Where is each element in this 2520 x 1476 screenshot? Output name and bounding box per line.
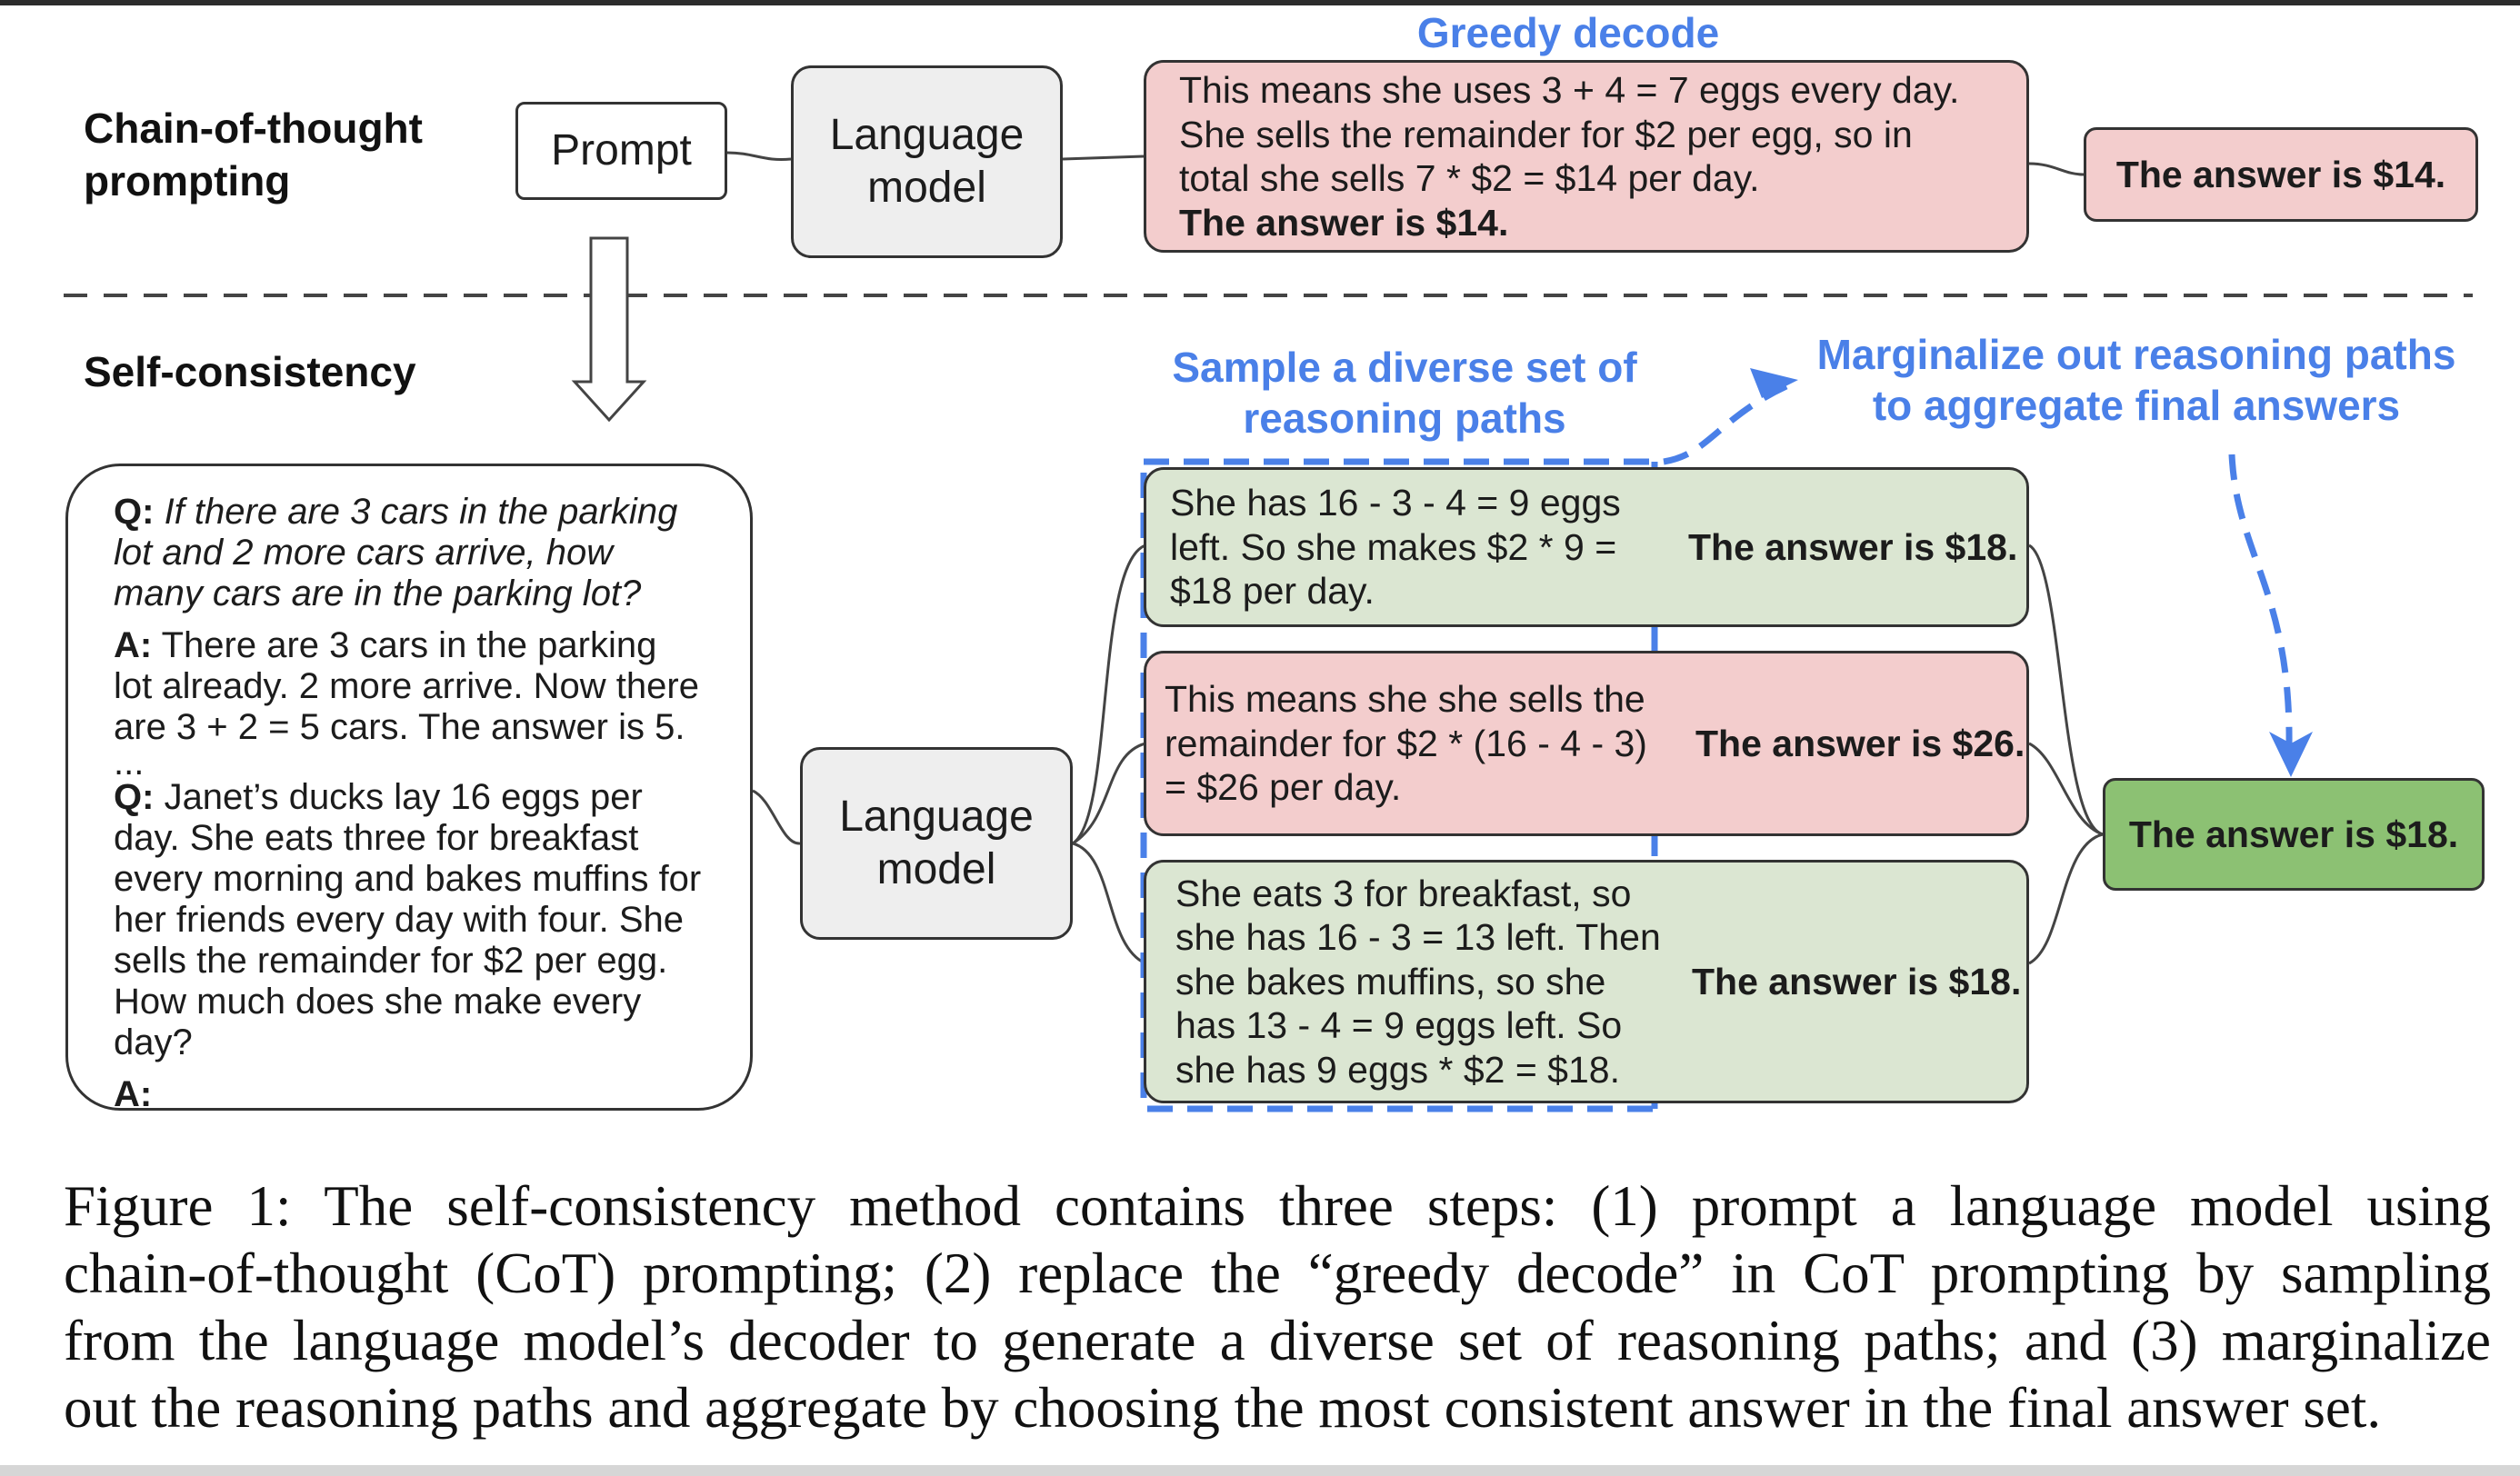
path-2-answer: The answer is $26. [1695, 723, 2025, 764]
sample-label: Sample a diverse set of reasoning paths [1141, 342, 1668, 444]
q1-text: If there are 3 cars in the parking lot a… [114, 492, 678, 613]
path-1-box: She has 16 - 3 - 4 = 9 eggs left. So she… [1144, 467, 2029, 627]
path-3-line-4: has 13 - 4 = 9 eggs left. So [1175, 1004, 1623, 1047]
path-3-line-2: she has 16 - 3 = 13 left. Then [1175, 916, 1661, 959]
path-1-line-1: She has 16 - 3 - 4 = 9 eggs [1170, 482, 1621, 524]
cot-lm-line2: model [867, 164, 986, 212]
greedy-answer-line: The answer is $14. [1179, 201, 1509, 244]
a1-label: A: [114, 625, 153, 665]
cot-heading-line2: prompting [84, 157, 291, 204]
path-1-line-2: left. So she makes $2 * 9 = [1170, 525, 1617, 568]
marginalize-label-line1: Marginalize out reasoning paths [1816, 331, 2456, 378]
a1-paragraph: A: There are 3 cars in the parking lot a… [114, 625, 705, 748]
figure-caption: Figure 1: The self-consistency method co… [64, 1172, 2491, 1441]
prompt-to-lm-line [726, 151, 792, 162]
sc-lm-line2: model [876, 845, 996, 893]
path-3-line-5: she has 9 eggs * $2 = $18. [1175, 1048, 1620, 1091]
cot-answer-box: The answer is $14. [2084, 127, 2478, 222]
final-answer-box: The answer is $18. [2103, 778, 2485, 891]
lm-to-greedy-line [1062, 155, 1145, 161]
question-to-lm-line [752, 789, 801, 845]
sample-label-line1: Sample a diverse set of [1172, 344, 1637, 391]
caption-line-2: chain-of-thought (CoT) prompting; (2) re… [64, 1242, 2491, 1305]
a2-label: A: [114, 1074, 153, 1114]
a1-text: There are 3 cars in the parking lot alre… [114, 625, 699, 747]
path-3-line-3: she bakes muffins, so she [1175, 960, 1606, 1002]
greedy-decode-label: Greedy decode [1416, 9, 1720, 56]
marginalize-arrow-curve [2228, 454, 2293, 746]
prompt-box: Prompt [515, 102, 727, 200]
marginalize-label-line2: to aggregate final answers [1872, 382, 2401, 429]
marginalize-label: Marginalize out reasoning paths to aggre… [1782, 329, 2491, 431]
greedy-line-2: She sells the remainder for $2 per egg, … [1179, 113, 1913, 155]
path-1-answer: The answer is $18. [1688, 526, 2018, 568]
greedy-decode-box: This means she uses 3 + 4 = 7 eggs every… [1144, 60, 2029, 253]
final-answer: The answer is $18. [2128, 813, 2459, 855]
q1-label: Q: [114, 492, 155, 532]
path-1-line-3: $18 per day. [1170, 570, 1375, 613]
sc-heading: Self-consistency [84, 348, 416, 395]
q2-text: Janet’s ducks lay 16 eggs per day. She e… [114, 777, 702, 1062]
greedy-to-answer-line [2028, 162, 2085, 176]
sample-arrow-curve [1663, 383, 1788, 465]
a2-paragraph: A: [114, 1074, 705, 1115]
path-3-line-1: She eats 3 for breakfast, so [1175, 872, 1632, 914]
path-2-line-2: remainder for $2 * (16 - 4 - 3) [1165, 722, 1647, 764]
marginalize-arrowhead-icon [2269, 732, 2313, 777]
lm-to-path2-line [1072, 742, 1146, 845]
ellipsis: ... [114, 743, 145, 783]
sample-label-line2: reasoning paths [1243, 394, 1566, 442]
path3-to-final-line [2028, 833, 2104, 965]
q1-paragraph: Q: If there are 3 cars in the parking lo… [114, 492, 705, 614]
greedy-line-1: This means she uses 3 + 4 = 7 eggs every… [1179, 69, 1960, 112]
greedy-line-3: total she sells 7 * $2 = $14 per day. [1179, 157, 1760, 200]
top-edge-bar [0, 0, 2520, 5]
sample-arrowhead-icon [1750, 368, 1798, 398]
q2-paragraph: Q: Janet’s ducks lay 16 eggs per day. Sh… [114, 777, 705, 1063]
caption-line-1: Figure 1: The self-consistency method co… [64, 1174, 2491, 1238]
path1-to-final-line [2028, 544, 2104, 836]
path-3-answer: The answer is $18. [1692, 961, 2022, 1002]
cot-language-model-box: Language model [791, 65, 1063, 258]
path2-to-final-line [2028, 742, 2104, 836]
lm-to-path3-line [1072, 842, 1146, 965]
down-arrow-icon [571, 236, 647, 423]
cot-lm-line1: Language [829, 111, 1025, 159]
cot-heading-line1: Chain-of-thought [84, 105, 423, 152]
lm-to-path1-line [1072, 544, 1146, 845]
q2-label: Q: [114, 777, 155, 817]
cot-heading: Chain-of-thought prompting [84, 102, 423, 207]
question-box: Q: If there are 3 cars in the parking lo… [65, 464, 753, 1114]
prompt-label: Prompt [551, 126, 692, 175]
sampled-paths-dashed-frame [1140, 458, 1658, 1112]
bottom-edge-bar [0, 1465, 2520, 1476]
cot-answer: The answer is $14. [2115, 154, 2446, 195]
path-2-line-3: = $26 per day. [1165, 766, 1402, 809]
sc-lm-line1: Language [839, 793, 1034, 841]
caption-line-3: from the language model’s decoder to gen… [64, 1309, 2491, 1372]
path-2-line-1: This means she she sells the [1165, 678, 1645, 721]
path-3-box: She eats 3 for breakfast, so she has 16 … [1144, 860, 2029, 1103]
caption-line-4: out the reasoning paths and aggregate by… [64, 1376, 2382, 1440]
path-2-box: This means she she sells the remainder f… [1144, 651, 2029, 836]
sc-language-model-box: Language model [800, 747, 1073, 940]
